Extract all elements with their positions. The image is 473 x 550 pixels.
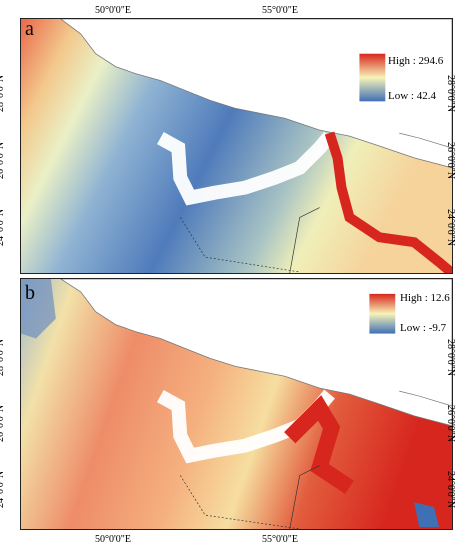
- lat-left-a-24: 24°0'0"N: [0, 208, 7, 247]
- lat-left-b-26: 26°0'0"N: [0, 404, 7, 443]
- border-line-b2: [289, 465, 320, 529]
- lat-right-b-26: 26°0'0"N: [445, 404, 457, 443]
- border-line-a2: [289, 207, 320, 273]
- legend-bar-a: [359, 53, 386, 102]
- legend-low-a: Low : 42.4: [388, 90, 436, 102]
- map-a: [21, 19, 452, 273]
- bottom-lon-label-55: 55°0'0"E: [262, 534, 298, 545]
- lat-right-b-28: 28°0'0"N: [445, 338, 457, 377]
- lat-left-b-28: 28°0'0"N: [0, 338, 7, 377]
- top-lon-label-55: 55°0'0"E: [262, 5, 298, 16]
- legend-high-b: High : 12.6: [400, 292, 450, 304]
- lat-left-b-24: 24°0'0"N: [0, 470, 7, 509]
- lat-right-a-24: 24°0'0"N: [445, 208, 457, 247]
- lat-right-a-26: 26°0'0"N: [445, 141, 457, 180]
- panel-label-a: a: [25, 18, 34, 40]
- map-b: [21, 279, 452, 529]
- coast-band-a: [324, 131, 452, 273]
- border-line-b3: [399, 390, 452, 407]
- panel-label-b: b: [25, 282, 35, 304]
- top-lon-label-50: 50°0'0"E: [95, 5, 131, 16]
- lat-right-a-28: 28°0'0"N: [445, 74, 457, 113]
- lat-left-a-26: 26°0'0"N: [0, 141, 7, 180]
- cold-corner-b: [21, 279, 56, 339]
- map-b-frame: [20, 278, 453, 530]
- lat-right-b-24: 24°0'0"N: [445, 470, 457, 509]
- legend-high-a: High : 294.6: [388, 55, 444, 67]
- lat-left-a-28: 28°0'0"N: [0, 74, 7, 113]
- coast-white-a: [156, 131, 335, 206]
- legend-low-b: Low : -9.7: [400, 322, 447, 334]
- cold-patch-b: [414, 502, 440, 528]
- bottom-lon-label-50: 50°0'0"E: [95, 534, 131, 545]
- map-a-frame: [20, 18, 453, 274]
- legend-bar-b: [369, 293, 396, 334]
- land-iran-a: [60, 19, 452, 169]
- land-iran-b: [60, 279, 452, 427]
- border-line-a3: [399, 132, 452, 149]
- hotspot-b: [284, 395, 354, 494]
